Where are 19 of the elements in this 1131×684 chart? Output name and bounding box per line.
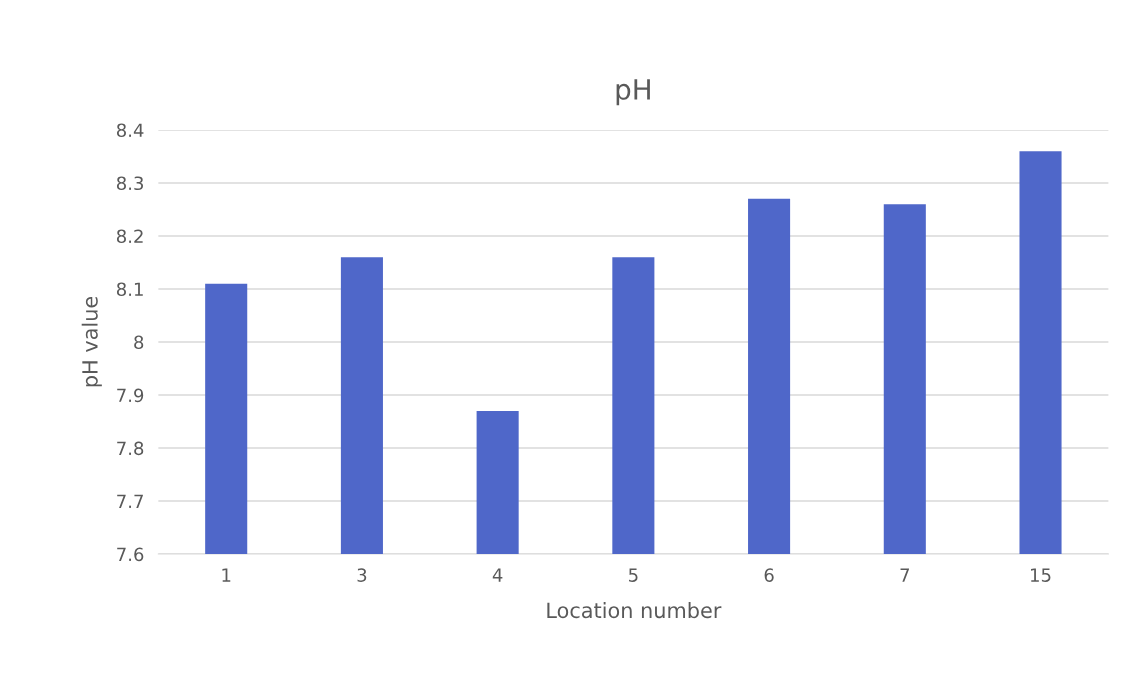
x-tick-label: 5 <box>629 568 638 582</box>
x-tick-label: 6 <box>764 568 774 582</box>
y-tick-label: 7.6 <box>117 547 144 562</box>
y-tick-label: 8 <box>134 335 144 350</box>
x-tick-label: 1 <box>222 568 231 582</box>
x-tick-label: 15 <box>1031 568 1051 582</box>
y-tick-label: 8.4 <box>116 123 144 138</box>
y-tick-label: 8.3 <box>116 176 143 191</box>
y-tick-label: 7.7 <box>117 494 143 508</box>
x-tick-label: 3 <box>357 568 367 582</box>
y-tick-label: 8.2 <box>116 229 143 244</box>
y-tick-label: 7.9 <box>117 388 144 403</box>
x-tick-label: 4 <box>492 568 503 582</box>
x-axis-title: Location number <box>547 602 722 619</box>
y-axis-title: pH value <box>81 296 102 387</box>
y-tick-label: 7.8 <box>117 441 144 456</box>
chart-title: pH <box>616 79 650 106</box>
y-tick-label: 8.1 <box>116 282 143 297</box>
x-tick-label: 7 <box>900 568 909 582</box>
